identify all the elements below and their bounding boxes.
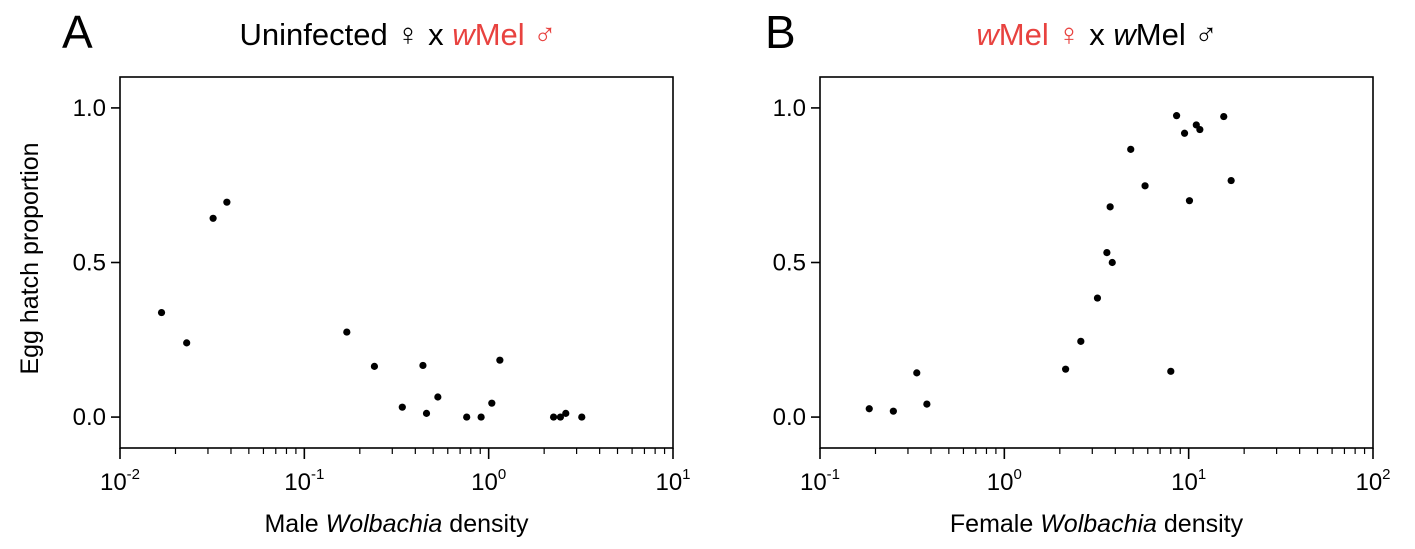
data-point: [496, 356, 504, 364]
title-part: w: [1113, 17, 1138, 52]
data-point: [578, 413, 586, 421]
y-tick-label: 0.5: [773, 250, 806, 277]
data-point: [419, 361, 427, 370]
data-point: [343, 328, 351, 336]
data-point: [549, 413, 558, 421]
data-point: [1103, 249, 1111, 257]
x-axis-label: Female Wolbachia density: [950, 510, 1244, 538]
tick-exponent: -1: [311, 466, 324, 483]
data-point: [434, 393, 442, 401]
title-part: ♀: [1057, 17, 1080, 52]
title-part: ♀: [396, 17, 419, 52]
data-point: [157, 308, 166, 317]
data-point: [1077, 337, 1085, 345]
x-tick-label: 10-2: [100, 466, 140, 496]
data-point: [1062, 365, 1070, 373]
data-point: [477, 413, 485, 421]
plot-frame: [119, 76, 674, 449]
data-point: [223, 198, 231, 206]
data-point: [1106, 203, 1114, 211]
data-point: [183, 339, 191, 347]
data-point: [923, 400, 931, 408]
y-axis-label: Egg hatch proportion: [16, 142, 44, 374]
title-part: w: [976, 17, 1001, 52]
data-point: [913, 369, 921, 377]
y-tick-label: 1.0: [773, 95, 806, 122]
data-point: [488, 399, 496, 407]
title-part: Mel: [1136, 17, 1195, 52]
x-tick-label: 102: [1355, 466, 1390, 496]
data-point: [1127, 145, 1135, 153]
tick-exponent: -1: [827, 466, 840, 483]
x-tick-label: 100: [471, 466, 506, 496]
data-point: [865, 405, 873, 413]
title-part: Mel: [999, 17, 1058, 52]
data-point: [1227, 176, 1235, 185]
data-point: [1220, 112, 1228, 121]
x-label-part: Wolbachia: [326, 510, 443, 538]
tick-base: 10: [987, 469, 1014, 496]
panel-a: A Uninfected ♀ x wMel ♂0.00.51.010-2 10-1 1…: [16, 6, 691, 538]
plot-frame: [819, 76, 1374, 449]
chart-title: Uninfected ♀ x wMel ♂: [239, 17, 556, 52]
data-point: [422, 409, 431, 417]
data-point: [1167, 367, 1175, 375]
y-tick-label: 0.0: [773, 404, 806, 431]
tick-base: 10: [284, 469, 311, 496]
x-label-part: Male: [264, 510, 325, 538]
title-part: Mel: [475, 17, 534, 52]
tick-base: 10: [471, 469, 498, 496]
tick-base: 10: [1171, 469, 1198, 496]
title-part: x: [1081, 17, 1114, 52]
x-label-part: Female: [950, 510, 1040, 538]
data-point: [556, 413, 565, 421]
x-axis-label: Male Wolbachia density: [264, 510, 529, 538]
tick-exponent: -2: [127, 466, 140, 483]
data-point: [1196, 125, 1204, 134]
x-label-part: density: [442, 510, 529, 538]
title-part: Uninfected: [239, 17, 396, 52]
data-point: [1180, 129, 1189, 137]
x-tick-label: 10-1: [800, 466, 840, 496]
x-label-part: Wolbachia: [1040, 510, 1157, 538]
tick-base: 10: [1355, 469, 1382, 496]
data-point: [370, 362, 379, 370]
tick-base: 10: [100, 469, 127, 496]
data-point: [1185, 197, 1194, 205]
tick-base: 10: [800, 469, 827, 496]
data-point: [1108, 258, 1116, 267]
data-point: [1141, 182, 1149, 190]
x-label-part: density: [1157, 510, 1244, 538]
data-point: [1093, 294, 1102, 302]
data-point: [463, 413, 471, 421]
chart-title: wMel ♀ x wMel ♂: [976, 17, 1217, 52]
tick-exponent: 0: [1014, 466, 1022, 483]
panel-letter: A: [62, 6, 93, 58]
title-part: x: [420, 17, 453, 52]
data-point: [562, 409, 570, 417]
y-tick-label: 1.0: [73, 95, 106, 122]
data-point: [889, 407, 897, 415]
tick-exponent: 1: [682, 466, 690, 483]
tick-exponent: 1: [1198, 466, 1206, 483]
y-tick-label: 0.5: [73, 250, 106, 277]
title-part: w: [452, 17, 477, 52]
x-tick-label: 101: [1171, 466, 1206, 496]
x-tick-label: 100: [987, 466, 1022, 496]
tick-exponent: 2: [1382, 466, 1390, 483]
y-tick-label: 0.0: [73, 404, 106, 431]
data-point: [1172, 112, 1181, 120]
data-point: [209, 214, 217, 222]
data-point: [398, 403, 406, 411]
tick-exponent: 0: [498, 466, 506, 483]
x-tick-label: 10-1: [284, 466, 324, 496]
panel-letter: B: [765, 6, 796, 58]
x-tick-label: 101: [655, 466, 690, 496]
tick-base: 10: [655, 469, 682, 496]
title-part: ♂: [1194, 17, 1217, 52]
title-part: ♂: [533, 17, 556, 52]
